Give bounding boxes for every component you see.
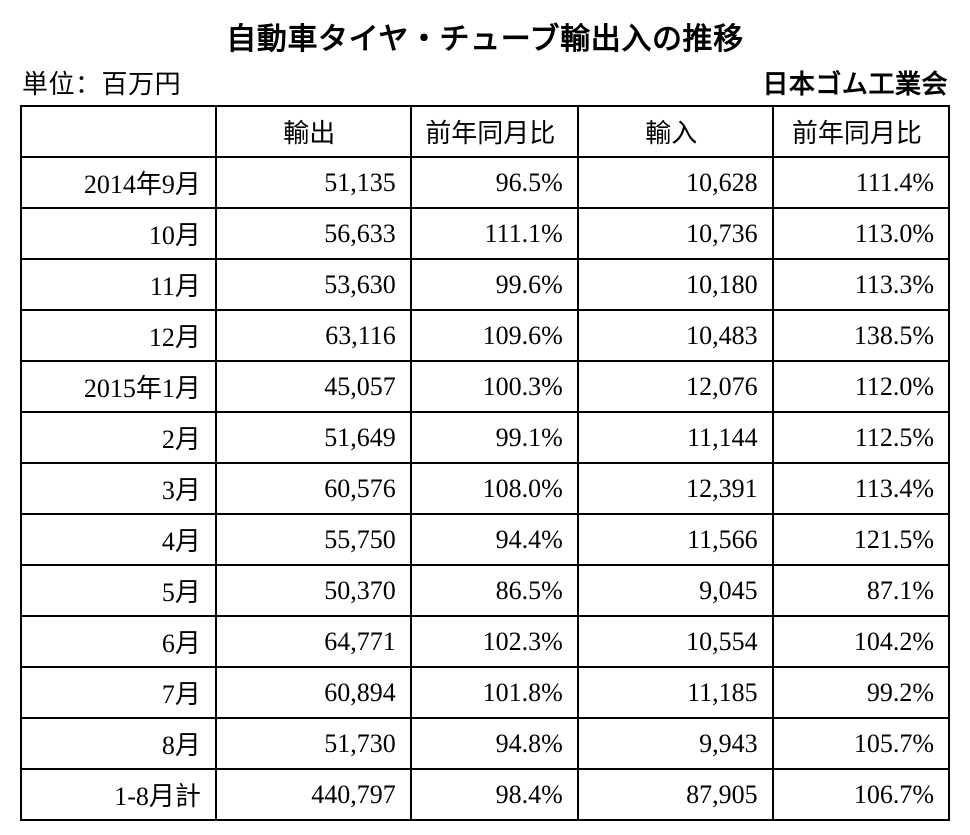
cell-period: 4月 — [21, 514, 216, 565]
table-row: 2015年1月45,057100.3%12,076112.0% — [21, 361, 949, 412]
cell-import: 10,483 — [578, 310, 773, 361]
cell-period: 10月 — [21, 208, 216, 259]
cell-import: 9,943 — [578, 718, 773, 769]
cell-import_yoy: 113.4% — [773, 463, 949, 514]
col-header-export-yoy: 前年同月比 — [411, 106, 578, 157]
data-table: 輸出 前年同月比 輸入 前年同月比 2014年9月51,13596.5%10,6… — [20, 105, 950, 821]
cell-period: 11月 — [21, 259, 216, 310]
col-header-period — [21, 106, 216, 157]
table-row: 1-8月計440,79798.4%87,905106.7% — [21, 769, 949, 820]
cell-export: 440,797 — [216, 769, 411, 820]
cell-import: 9,045 — [578, 565, 773, 616]
cell-import: 10,628 — [578, 157, 773, 208]
col-header-import: 輸入 — [578, 106, 773, 157]
table-row: 4月55,75094.4%11,566121.5% — [21, 514, 949, 565]
cell-import: 11,144 — [578, 412, 773, 463]
cell-import_yoy: 138.5% — [773, 310, 949, 361]
cell-import: 10,180 — [578, 259, 773, 310]
cell-export: 51,649 — [216, 412, 411, 463]
col-header-import-yoy: 前年同月比 — [773, 106, 949, 157]
unit-label: 単位：百万円 — [22, 64, 181, 101]
source-label: 日本ゴム工業会 — [762, 64, 948, 101]
cell-period: 3月 — [21, 463, 216, 514]
table-row: 2014年9月51,13596.5%10,628111.4% — [21, 157, 949, 208]
cell-import_yoy: 87.1% — [773, 565, 949, 616]
cell-import_yoy: 111.4% — [773, 157, 949, 208]
cell-import_yoy: 104.2% — [773, 616, 949, 667]
cell-import: 10,554 — [578, 616, 773, 667]
cell-period: 2014年9月 — [21, 157, 216, 208]
cell-period: 2015年1月 — [21, 361, 216, 412]
cell-import_yoy: 105.7% — [773, 718, 949, 769]
cell-export: 51,730 — [216, 718, 411, 769]
cell-period: 5月 — [21, 565, 216, 616]
cell-export_yoy: 109.6% — [411, 310, 578, 361]
cell-export_yoy: 101.8% — [411, 667, 578, 718]
cell-export: 50,370 — [216, 565, 411, 616]
cell-export_yoy: 102.3% — [411, 616, 578, 667]
cell-export_yoy: 99.6% — [411, 259, 578, 310]
cell-import: 87,905 — [578, 769, 773, 820]
cell-export_yoy: 99.1% — [411, 412, 578, 463]
cell-export_yoy: 108.0% — [411, 463, 578, 514]
table-row: 6月64,771102.3%10,554104.2% — [21, 616, 949, 667]
cell-import: 11,566 — [578, 514, 773, 565]
meta-row: 単位：百万円 日本ゴム工業会 — [22, 64, 948, 101]
table-row: 5月50,37086.5%9,04587.1% — [21, 565, 949, 616]
cell-period: 8月 — [21, 718, 216, 769]
cell-export: 60,576 — [216, 463, 411, 514]
cell-export: 45,057 — [216, 361, 411, 412]
table-row: 10月56,633111.1%10,736113.0% — [21, 208, 949, 259]
table-row: 8月51,73094.8%9,943105.7% — [21, 718, 949, 769]
cell-import: 10,736 — [578, 208, 773, 259]
cell-period: 12月 — [21, 310, 216, 361]
cell-import_yoy: 112.5% — [773, 412, 949, 463]
cell-import_yoy: 113.0% — [773, 208, 949, 259]
cell-export_yoy: 98.4% — [411, 769, 578, 820]
cell-export_yoy: 94.4% — [411, 514, 578, 565]
cell-export_yoy: 96.5% — [411, 157, 578, 208]
cell-import: 12,391 — [578, 463, 773, 514]
cell-export_yoy: 111.1% — [411, 208, 578, 259]
cell-export: 51,135 — [216, 157, 411, 208]
cell-export_yoy: 100.3% — [411, 361, 578, 412]
table-row: 3月60,576108.0%12,391113.4% — [21, 463, 949, 514]
cell-period: 1-8月計 — [21, 769, 216, 820]
cell-export: 64,771 — [216, 616, 411, 667]
page-title: 自動車タイヤ・チューブ輸出入の推移 — [20, 14, 950, 58]
cell-import: 12,076 — [578, 361, 773, 412]
cell-export: 53,630 — [216, 259, 411, 310]
cell-period: 2月 — [21, 412, 216, 463]
cell-export: 56,633 — [216, 208, 411, 259]
cell-import: 11,185 — [578, 667, 773, 718]
cell-export: 63,116 — [216, 310, 411, 361]
cell-export: 55,750 — [216, 514, 411, 565]
cell-period: 7月 — [21, 667, 216, 718]
table-header-row: 輸出 前年同月比 輸入 前年同月比 — [21, 106, 949, 157]
cell-export_yoy: 86.5% — [411, 565, 578, 616]
cell-export: 60,894 — [216, 667, 411, 718]
cell-export_yoy: 94.8% — [411, 718, 578, 769]
cell-import_yoy: 106.7% — [773, 769, 949, 820]
cell-import_yoy: 113.3% — [773, 259, 949, 310]
table-row: 11月53,63099.6%10,180113.3% — [21, 259, 949, 310]
table-row: 12月63,116109.6%10,483138.5% — [21, 310, 949, 361]
cell-period: 6月 — [21, 616, 216, 667]
table-row: 2月51,64999.1%11,144112.5% — [21, 412, 949, 463]
table-row: 7月60,894101.8%11,18599.2% — [21, 667, 949, 718]
cell-import_yoy: 99.2% — [773, 667, 949, 718]
cell-import_yoy: 121.5% — [773, 514, 949, 565]
col-header-export: 輸出 — [216, 106, 411, 157]
cell-import_yoy: 112.0% — [773, 361, 949, 412]
